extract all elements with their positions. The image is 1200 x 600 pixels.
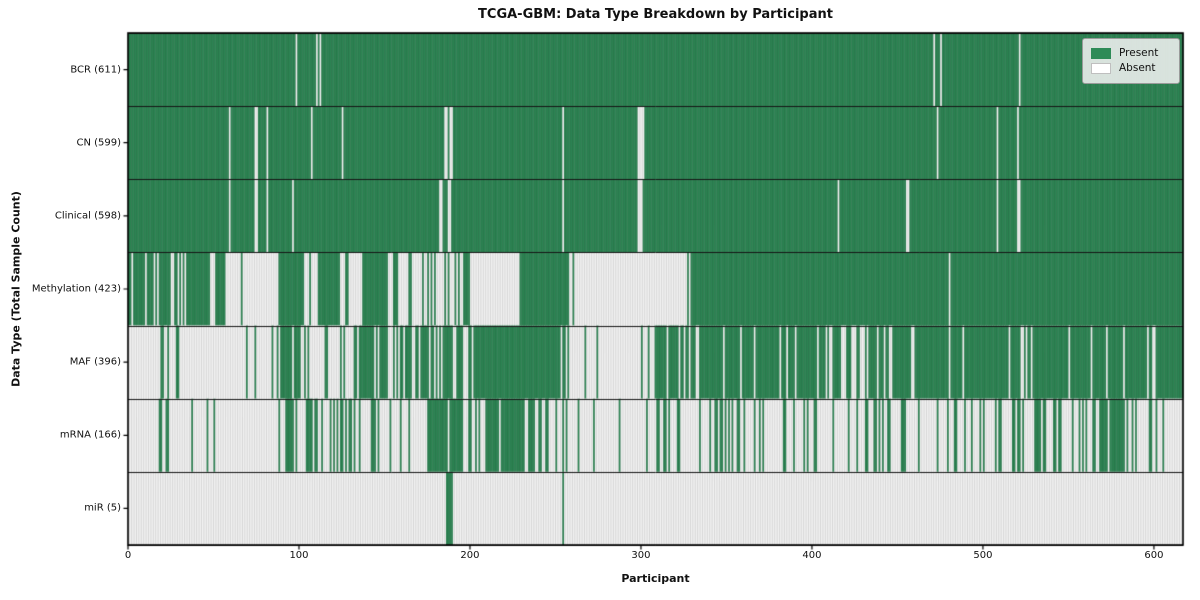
legend-entry-absent: Absent — [1091, 62, 1171, 75]
x-tick-label-500: 500 — [973, 550, 993, 561]
chart-title: TCGA-GBM: Data Type Breakdown by Partici… — [478, 7, 833, 22]
x-tick-label-400: 400 — [802, 550, 822, 561]
legend-present-label: Present — [1119, 47, 1159, 59]
legend-absent-label: Absent — [1119, 62, 1156, 74]
y-tick-label-miR: miR (5) — [84, 502, 121, 514]
y-tick-label-Methylation: Methylation (423) — [31, 283, 121, 295]
x-axis-title: Participant — [621, 572, 690, 585]
legend-present-swatch — [1091, 48, 1111, 59]
x-tick-label-600: 600 — [1144, 550, 1164, 561]
x-tick-label-100: 100 — [289, 550, 309, 561]
x-tick-label-200: 200 — [460, 550, 480, 561]
y-tick-label-MAF: MAF (396) — [69, 356, 121, 368]
legend-entry-present: Present — [1091, 47, 1171, 60]
x-tick-label-300: 300 — [631, 550, 651, 561]
legend: Present Absent — [1082, 38, 1180, 84]
x-tick-label-0: 0 — [124, 550, 132, 561]
y-axis-title: Data Type (Total Sample Count) — [9, 191, 23, 387]
legend-absent-swatch — [1091, 63, 1111, 74]
y-tick-label-CN: CN (599) — [76, 137, 121, 149]
y-tick-label-BCR: BCR (611) — [70, 64, 121, 76]
y-tick-label-mRNA: mRNA (166) — [59, 429, 121, 441]
y-tick-label-Clinical: Clinical (598) — [54, 210, 121, 222]
